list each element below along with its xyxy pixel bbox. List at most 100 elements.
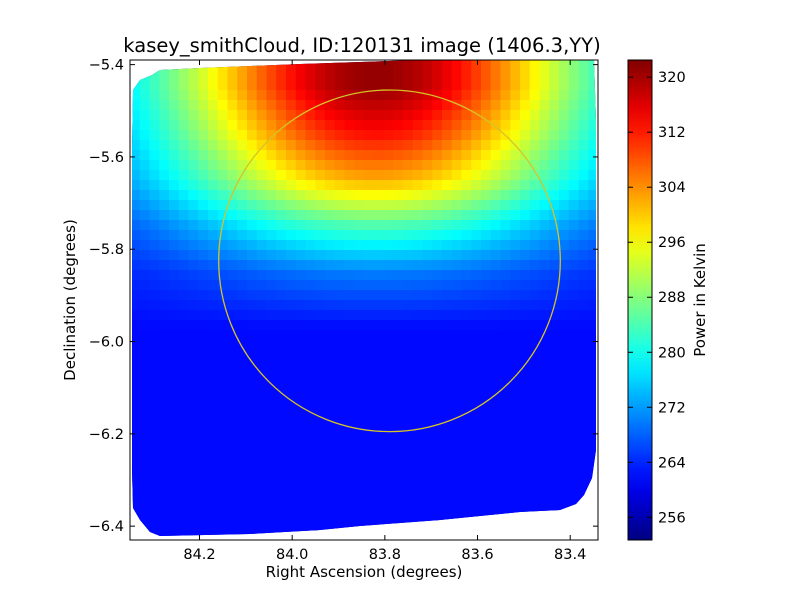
heatmap-cell [198,310,209,321]
heatmap-cell [295,80,307,91]
heatmap-cell [305,330,316,341]
heatmap-cell [159,160,170,171]
heatmap-cell [422,230,433,241]
heatmap-cell [247,60,258,71]
heatmap-cell [132,400,141,411]
heatmap-cell [256,310,268,321]
heatmap-cell [237,280,248,291]
heatmap-cell [364,110,375,121]
heatmap-cell [500,150,511,161]
heatmap-cell [237,180,248,191]
heatmap-cell [344,220,355,231]
heatmap-cell [344,490,355,501]
heatmap-cell [198,490,209,501]
heatmap-cell [568,130,580,141]
heatmap-cell [451,500,463,511]
heatmap-cell [149,140,160,151]
heatmap-cell [461,510,472,521]
heatmap-cell [354,180,365,191]
heatmap-cell [500,500,511,511]
heatmap-cell [461,250,472,261]
heatmap-cell [373,510,385,521]
heatmap-cell [364,400,375,411]
heatmap-cell [227,470,238,481]
heatmap-cell [510,190,521,201]
heatmap-cell [383,460,394,471]
heatmap-cell [442,140,453,151]
heatmap-cell [286,420,297,431]
heatmap-cell [549,350,560,361]
heatmap-cell [354,260,365,271]
heatmap-cell [266,450,277,461]
heatmap-cell [237,70,248,81]
heatmap-cell [568,160,580,171]
heatmap-cell [412,340,424,351]
heatmap-cell [490,140,502,151]
heatmap-cell [568,270,580,281]
heatmap-cell [539,390,550,401]
heatmap-cell [169,370,180,381]
heatmap-cell [412,480,424,491]
heatmap-cell [422,460,433,471]
heatmap-cell [256,140,268,151]
heatmap-cell [188,420,199,431]
heatmap-cell [471,160,482,171]
heatmap-cell [208,500,219,511]
heatmap-cell [227,320,238,331]
heatmap-cell [266,180,277,191]
heatmap-cell [432,270,443,281]
heatmap-cell [132,470,141,481]
heatmap-cell [286,350,297,361]
heatmap-cell [578,490,589,501]
heatmap-cell [188,280,199,291]
heatmap-cell [383,90,394,101]
heatmap-cell [344,100,355,111]
heatmap-cell [432,190,443,201]
heatmap-cell [149,90,160,101]
heatmap-cell [383,80,394,91]
heatmap-cell [334,100,346,111]
heatmap-cell [149,120,160,131]
heatmap-cell [208,150,219,161]
heatmap-cell [208,530,219,536]
heatmap-cell [393,90,404,101]
heatmap-cell [510,500,521,511]
heatmap-cell [305,360,316,371]
heatmap-cell [266,260,277,271]
heatmap-cell [539,120,550,131]
heatmap-cell [325,280,336,291]
heatmap-cell [286,310,297,321]
heatmap-cell [364,90,375,101]
heatmap-cell [344,190,355,201]
heatmap-cell [471,470,482,481]
heatmap-cell [178,460,190,471]
heatmap-cell [256,130,268,141]
heatmap-cell [549,100,560,111]
heatmap-cell [461,350,472,361]
heatmap-cell [383,430,394,441]
heatmap-cell [217,310,229,321]
heatmap-cell [295,410,307,421]
heatmap-cell [188,370,199,381]
heatmap-cell [520,420,531,431]
heatmap-cell [364,470,375,481]
heatmap-cell [403,350,414,361]
heatmap-cell [442,180,453,191]
heatmap-cell [471,250,482,261]
heatmap-cell [578,80,589,91]
heatmap-cell [442,490,453,501]
heatmap-cell [149,210,160,221]
heatmap-cell [149,150,160,161]
heatmap-cell [198,290,209,301]
heatmap-cell [139,200,151,211]
heatmap-cell [539,310,550,321]
heatmap-cell [412,180,424,191]
heatmap-cell [481,340,492,351]
heatmap-cell [256,520,268,531]
heatmap-cell [373,460,385,471]
heatmap-cell [149,480,160,491]
heatmap-cell [315,410,326,421]
heatmap-cell [490,280,502,291]
heatmap-cell [178,320,190,331]
heatmap-cell [549,460,560,471]
